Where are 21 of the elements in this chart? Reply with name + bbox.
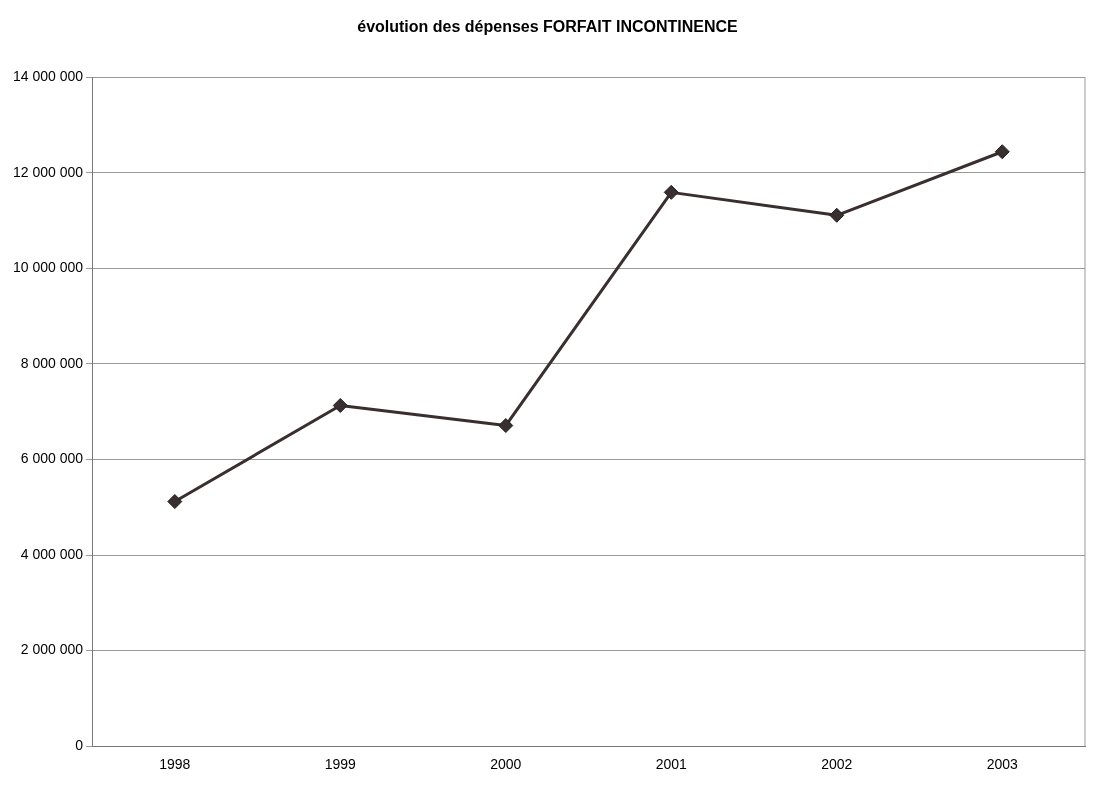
y-tick-label: 4 000 000 xyxy=(20,545,84,562)
point xyxy=(829,207,845,223)
y-tick-label: 14 000 000 xyxy=(12,68,84,85)
x-tick-label: 2003 xyxy=(986,756,1019,773)
y-tick-label: 6 000 000 xyxy=(20,450,84,467)
x-tick-label: 1999 xyxy=(324,756,357,773)
point xyxy=(332,397,348,413)
y-tick-label: 0 xyxy=(75,737,84,754)
x-tick-label: 2000 xyxy=(490,756,522,773)
point xyxy=(167,494,183,510)
y-tick-label: 12 000 000 xyxy=(12,163,84,180)
point xyxy=(663,184,679,200)
point xyxy=(994,144,1010,160)
chart-title: évolution des dépenses FORFAIT INCONTINENCE xyxy=(357,18,739,36)
y-tick-label: 10 000 000 xyxy=(12,259,84,276)
y-tick-label: 8 000 000 xyxy=(20,354,84,371)
x-tick-label: 1998 xyxy=(159,756,191,773)
x-tick-label: 2002 xyxy=(821,756,853,773)
point xyxy=(498,418,514,434)
y-tick-label: 2 000 000 xyxy=(20,641,84,658)
x-tick-label: 2001 xyxy=(655,756,688,773)
